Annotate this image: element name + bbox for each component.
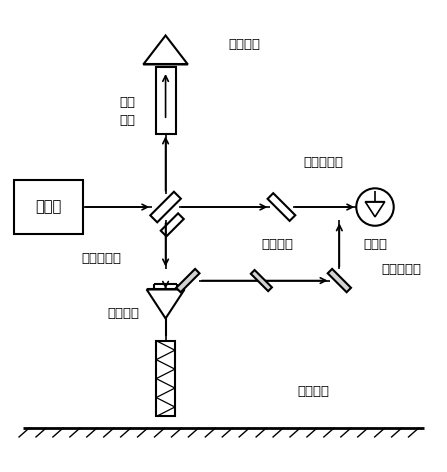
Text: 激光器: 激光器 xyxy=(35,200,62,215)
Text: 参考光束: 参考光束 xyxy=(261,238,293,252)
Text: 落体棱镜: 落体棱镜 xyxy=(228,38,260,51)
Polygon shape xyxy=(251,270,272,291)
Polygon shape xyxy=(176,269,199,292)
Text: 光束: 光束 xyxy=(120,114,136,126)
Text: 探测器: 探测器 xyxy=(363,238,387,252)
Bar xyxy=(14,180,83,234)
Text: 光延追器: 光延追器 xyxy=(297,386,329,398)
Text: 测试: 测试 xyxy=(120,96,136,109)
Text: 第二分束器: 第二分束器 xyxy=(304,156,344,169)
Text: 第一分束器: 第一分束器 xyxy=(81,252,121,265)
Bar xyxy=(156,67,176,134)
Text: 参考棱镜: 参考棱镜 xyxy=(107,307,139,320)
Polygon shape xyxy=(328,269,351,292)
Text: 平面反射镜: 平面反射镜 xyxy=(382,263,422,276)
Bar xyxy=(156,341,175,416)
